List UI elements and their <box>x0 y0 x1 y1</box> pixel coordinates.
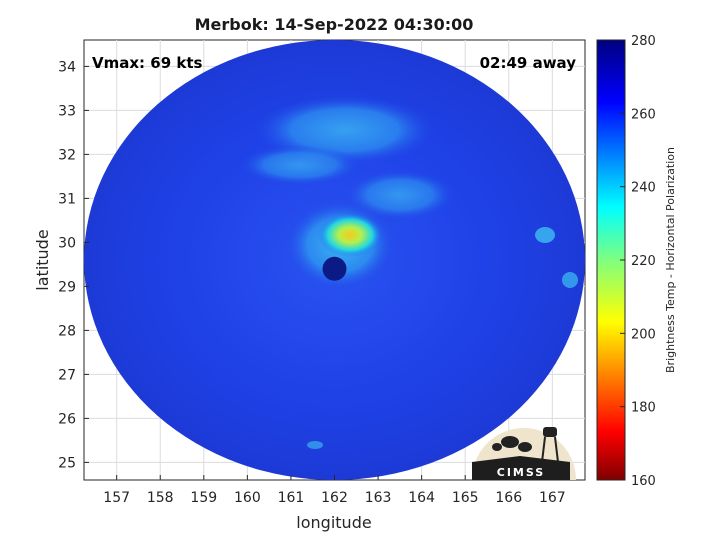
colorbar-label: Brightness Temp - Horizontal Polarizatio… <box>664 147 677 373</box>
y-tick-label: 30 <box>58 235 76 251</box>
colorbar-tick-label: 280 <box>631 34 656 49</box>
colorbar-tick-label: 160 <box>631 474 656 489</box>
y-tick-label: 31 <box>58 191 76 207</box>
colorbar-tick-label: 200 <box>631 327 656 342</box>
logo-text: CIMSS <box>497 466 545 479</box>
south-cell <box>307 441 323 449</box>
colorbar-tick-label: 180 <box>631 401 656 416</box>
x-ticks: 157 158 159 160 161 162 163 164 165 166 167 <box>103 475 566 506</box>
x-tick-label: 164 <box>408 490 435 506</box>
y-tick-label: 32 <box>58 147 76 163</box>
y-tick-label: 28 <box>58 323 76 339</box>
logo-band <box>472 456 570 480</box>
x-tick-label: 157 <box>103 490 130 506</box>
brightness-swath <box>84 40 585 480</box>
y-tick-label: 26 <box>58 411 76 427</box>
y-axis-label: latitude <box>33 229 52 290</box>
colorbar-tick-label: 260 <box>631 107 656 122</box>
x-tick-label: 158 <box>147 490 174 506</box>
colorbar-tick-label: 220 <box>631 254 656 269</box>
y-tick-label: 34 <box>58 59 76 75</box>
x-tick-label: 161 <box>278 490 305 506</box>
logo-dish-3 <box>492 443 502 451</box>
x-tick-label: 167 <box>539 490 566 506</box>
logo-dish-2 <box>518 442 532 452</box>
colorbar-tick-label: 240 <box>631 181 656 196</box>
logo-dish-1 <box>501 436 519 448</box>
y-tick-label: 29 <box>58 279 76 295</box>
x-tick-label: 159 <box>190 490 217 506</box>
logo-water-tower <box>543 427 557 437</box>
northern-rainband-2 <box>240 145 360 185</box>
x-tick-label: 166 <box>495 490 522 506</box>
x-tick-label: 165 <box>452 490 479 506</box>
x-axis-label: longitude <box>296 513 371 532</box>
time-annotation: 02:49 away <box>480 54 577 72</box>
x-tick-label: 160 <box>234 490 261 506</box>
colorbar-ticks: 160 180 200 220 240 260 280 <box>620 34 656 489</box>
ne-rainband <box>345 170 455 220</box>
x-tick-label: 163 <box>365 490 392 506</box>
y-tick-label: 25 <box>58 455 76 471</box>
eye <box>322 256 347 281</box>
chart-title: Merbok: 14-Sep-2022 04:30:00 <box>195 15 474 34</box>
x-tick-label: 162 <box>321 490 348 506</box>
y-tick-label: 27 <box>58 367 76 383</box>
cimss-logo: CIMSS <box>472 427 576 480</box>
east-cell-2 <box>562 272 578 288</box>
y-ticks: 25 26 27 28 29 30 31 32 33 34 <box>58 59 89 471</box>
vmax-annotation: Vmax: 69 kts <box>92 54 202 72</box>
y-tick-label: 33 <box>58 103 76 119</box>
warm-core <box>318 213 382 257</box>
east-cell <box>535 227 555 243</box>
